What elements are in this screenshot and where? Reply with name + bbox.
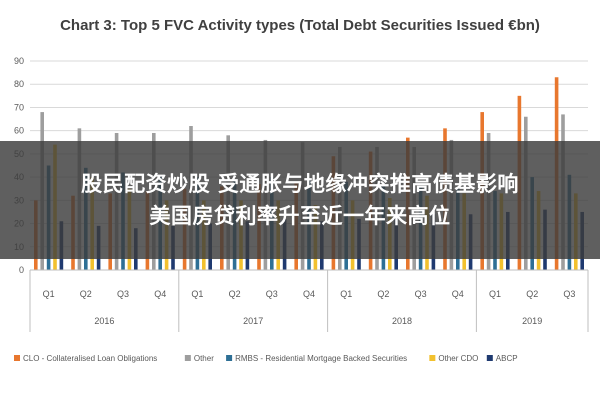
overlay-banner: 股民配资炒股 受通胀与地缘冲突推高债基影响 美国房贷利率升至近一年来高位 bbox=[0, 141, 600, 259]
y-tick-label: 80 bbox=[14, 79, 24, 89]
legend-swatch bbox=[184, 355, 191, 361]
legend-swatch bbox=[429, 355, 436, 361]
x-tick-label: Q1 bbox=[340, 289, 352, 299]
x-tick-label: Q2 bbox=[80, 289, 92, 299]
x-tick-label: Q2 bbox=[229, 289, 241, 299]
chart-title: Chart 3: Top 5 FVC Activity types (Total… bbox=[60, 17, 540, 34]
legend-swatch bbox=[486, 355, 493, 361]
x-tick-label: Q3 bbox=[415, 289, 427, 299]
legend-label: ABCP bbox=[496, 354, 518, 363]
x-tick-label: Q2 bbox=[377, 289, 389, 299]
x-tick-label: Q4 bbox=[303, 289, 315, 299]
legend-swatch bbox=[14, 355, 20, 361]
x-tick-label: Q2 bbox=[526, 289, 538, 299]
legend: CLO - Collateralised Loan Obligations Oth… bbox=[14, 354, 518, 363]
y-tick-label: 90 bbox=[14, 56, 24, 66]
overlay-headline-2: 美国房贷利率升至近一年来高位 bbox=[149, 204, 451, 228]
overlay-headline-1: 股民配资炒股 受通胀与地缘冲突推高债基影响 bbox=[81, 172, 519, 196]
x-group-label: 2016 bbox=[94, 316, 114, 326]
legend-label: CLO - Collateralised Loan Obligations bbox=[23, 354, 157, 363]
x-tick-label: Q4 bbox=[154, 289, 166, 299]
x-tick-label: Q3 bbox=[266, 289, 278, 299]
y-tick-label: 0 bbox=[19, 265, 24, 275]
x-tick-label: Q1 bbox=[191, 289, 203, 299]
legend-label: Other CDO bbox=[438, 354, 478, 363]
x-tick-label: Q3 bbox=[117, 289, 129, 299]
legend-label: RMBS - Residential Mortgage Backed Secur… bbox=[235, 354, 407, 363]
x-tick-label: Q3 bbox=[563, 289, 575, 299]
x-group-label: 2018 bbox=[392, 316, 412, 326]
x-tick-label: Q1 bbox=[489, 289, 501, 299]
y-tick-label: 70 bbox=[14, 102, 24, 112]
x-axis: Q1 Q2 Q3 Q4 Q1 Q2 Q3 Q4 Q1 Q2 Q3 Q4 Q1 Q2 Q3 2016 2017 20… bbox=[29, 269, 589, 332]
x-group-label: 2019 bbox=[522, 316, 542, 326]
x-group-label: 2017 bbox=[243, 316, 263, 326]
y-tick-label: 60 bbox=[14, 126, 24, 136]
x-tick-label: Q1 bbox=[43, 289, 55, 299]
legend-swatch bbox=[226, 355, 233, 361]
legend-label: Other bbox=[194, 354, 214, 363]
x-tick-label: Q4 bbox=[452, 289, 464, 299]
